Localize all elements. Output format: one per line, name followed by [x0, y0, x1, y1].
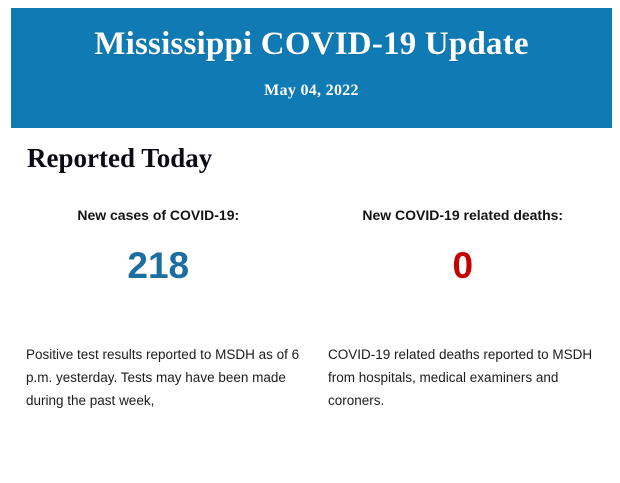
description-text-new-deaths: COVID-19 related deaths reported to MSDH… [328, 347, 593, 408]
description-text-new-cases: Positive test results reported to MSDH a… [26, 347, 300, 408]
description-column-new-deaths: COVID-19 related deaths reported to MSDH… [328, 343, 620, 412]
description-column-new-cases: Positive test results reported to MSDH a… [0, 343, 328, 412]
description-row: Positive test results reported to MSDH a… [0, 343, 620, 412]
section-heading-reported-today: Reported Today [27, 143, 213, 173]
stat-value-new-deaths: 0 [452, 245, 474, 286]
header-banner: Mississippi COVID-19 Update May 04, 2022 [11, 8, 612, 128]
stat-card-new-deaths: New COVID-19 related deaths: 0 [312, 206, 613, 287]
stat-card-new-cases: New cases of COVID-19: 218 [11, 206, 312, 287]
stat-label-new-cases: New cases of COVID-19: [77, 207, 240, 223]
stat-value-new-cases: 218 [127, 245, 190, 286]
stat-label-new-deaths: New COVID-19 related deaths: [362, 207, 564, 223]
report-date: May 04, 2022 [264, 82, 359, 99]
page-title: Mississippi COVID-19 Update [94, 26, 529, 62]
stats-row: New cases of COVID-19: 218 New COVID-19 … [11, 206, 612, 287]
